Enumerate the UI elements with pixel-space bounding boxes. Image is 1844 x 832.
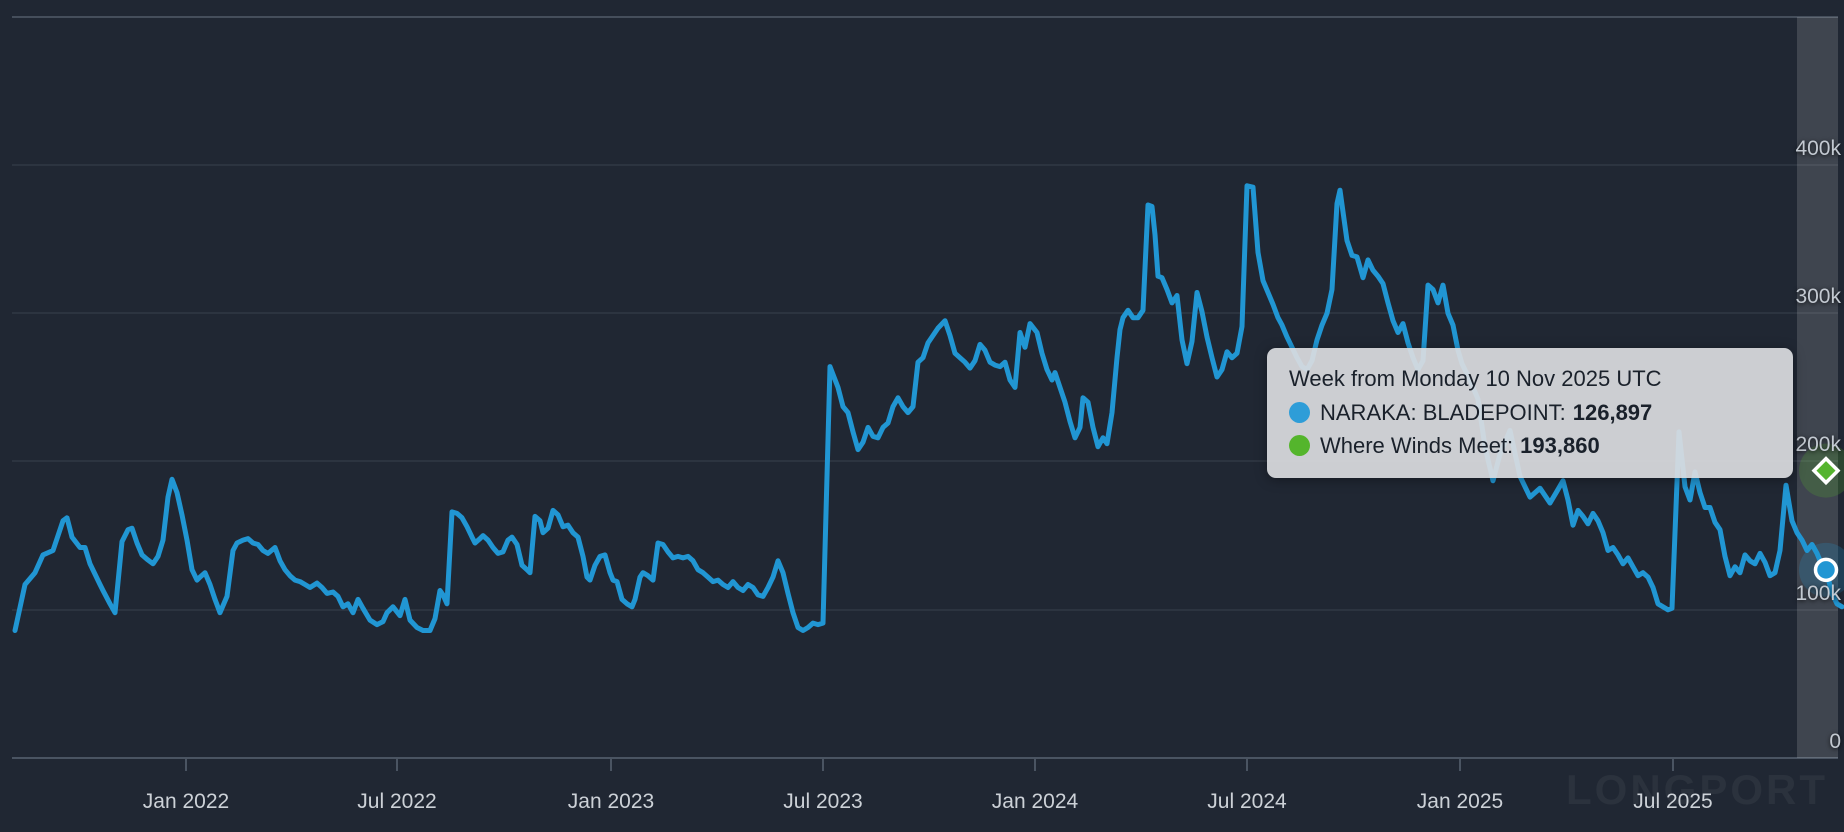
x-axis-label-jul-2023: Jul 2023 bbox=[783, 790, 863, 813]
watermark-longport: LONGPORT bbox=[1566, 766, 1828, 813]
hover-tooltip: Week from Monday 10 Nov 2025 UTC NARAKA:… bbox=[1267, 348, 1793, 478]
x-axis-label-jul-2024: Jul 2024 bbox=[1207, 790, 1287, 813]
tooltip-series-value: 126,897 bbox=[1572, 400, 1653, 425]
naraka-series-line[interactable] bbox=[12, 183, 1844, 633]
tooltip-rows: NARAKA: BLADEPOINT: 126,897 Where Winds Me… bbox=[1289, 396, 1771, 462]
naraka-legend-dot-icon bbox=[1289, 402, 1310, 423]
naraka-point-circle[interactable] bbox=[1813, 557, 1839, 583]
y-axis-label-400k: 400k bbox=[1795, 137, 1841, 160]
tooltip-series-value: 193,860 bbox=[1520, 433, 1600, 458]
x-axis-label-jul-2022: Jul 2022 bbox=[357, 790, 437, 813]
tooltip-series-label: NARAKA: BLADEPOINT: bbox=[1320, 400, 1566, 425]
wwm-legend-dot-icon bbox=[1289, 435, 1310, 456]
y-axis-label-300k: 300k bbox=[1795, 285, 1841, 308]
tooltip-series-label: Where Winds Meet: bbox=[1320, 433, 1514, 458]
tooltip-row-naraka: NARAKA: BLADEPOINT: 126,897 bbox=[1289, 396, 1771, 429]
x-axis-label-jan-2023: Jan 2023 bbox=[567, 790, 655, 813]
tooltip-week-title: Week from Monday 10 Nov 2025 UTC bbox=[1289, 366, 1662, 391]
x-axis-label-jan-2022: Jan 2022 bbox=[142, 790, 230, 813]
wwm-point-diamond[interactable] bbox=[1811, 456, 1841, 486]
y-axis-label-100k: 100k bbox=[1795, 582, 1841, 605]
x-axis-label-jan-2024: Jan 2024 bbox=[991, 790, 1079, 813]
x-axis-label-jul-2025: Jul 2025 bbox=[1633, 790, 1713, 813]
y-axis-label-0: 0 bbox=[1829, 730, 1841, 753]
x-axis-label-jan-2025: Jan 2025 bbox=[1416, 790, 1504, 813]
tooltip-row-wwm: Where Winds Meet: 193,860 bbox=[1289, 429, 1771, 462]
hover-highlight-band bbox=[1797, 17, 1838, 758]
y-axis-label-200k: 200k bbox=[1795, 433, 1841, 456]
